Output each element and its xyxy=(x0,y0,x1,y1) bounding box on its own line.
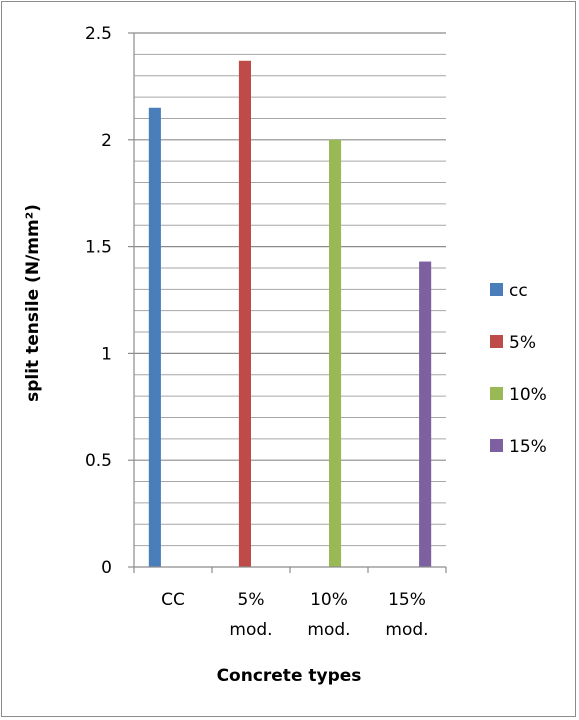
x-axis-title: Concrete types xyxy=(217,666,362,686)
bar-cc xyxy=(148,107,161,567)
legend-swatch xyxy=(490,283,503,296)
y-tick-labels: 0 0.5 1 1.5 2 2.5 xyxy=(85,24,112,578)
x-tick-label: mod. xyxy=(385,620,428,640)
legend-label: 15% xyxy=(509,437,547,457)
bars xyxy=(148,60,432,568)
x-tick-label: 5% xyxy=(238,590,265,610)
legend: cc 5% 10% 15% xyxy=(490,281,547,457)
y-tick-label: 1.5 xyxy=(85,238,112,258)
legend-label: 10% xyxy=(509,385,547,405)
x-tick-label: mod. xyxy=(229,620,272,640)
y-tick-label: 2.5 xyxy=(85,24,112,44)
bar-10pct xyxy=(329,139,342,568)
bar-5pct xyxy=(238,60,251,567)
x-tick-label: mod. xyxy=(307,620,350,640)
x-tick-labels: CC 5% mod. 10% mod. 15% mod. xyxy=(161,590,428,640)
gridlines xyxy=(134,32,446,547)
legend-swatch xyxy=(490,335,503,348)
y-tick-label: 0.5 xyxy=(85,451,112,471)
bar-15pct xyxy=(419,261,432,567)
legend-label: 5% xyxy=(509,333,536,353)
legend-swatch xyxy=(490,387,503,400)
x-tick-label: 15% xyxy=(388,590,426,610)
x-tick-label: 10% xyxy=(310,590,348,610)
legend-swatch xyxy=(490,439,503,452)
legend-label: cc xyxy=(509,281,528,301)
y-tick-label: 1 xyxy=(101,344,112,364)
axes xyxy=(128,32,447,573)
x-tick-label: CC xyxy=(161,590,185,610)
y-tick-label: 0 xyxy=(101,558,112,578)
y-tick-label: 2 xyxy=(101,131,112,151)
y-axis-title: split tensile (N/mm²) xyxy=(23,204,43,402)
